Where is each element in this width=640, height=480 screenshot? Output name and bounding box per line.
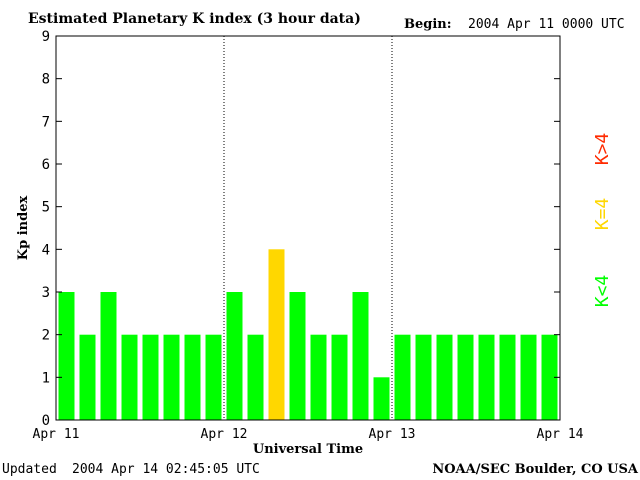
- kp-bar: [289, 292, 306, 420]
- legend-mid: K=4: [592, 198, 613, 231]
- kp-bar: [499, 334, 516, 420]
- kp-bar: [520, 334, 537, 420]
- x-axis-ticks: Apr 11 Apr 12 Apr 13 Apr 14: [33, 427, 584, 442]
- kp-bar: [79, 334, 96, 420]
- kp-bar: [247, 334, 264, 420]
- y-axis-ticks: 0 1 2 3 4 5 6 7 8 9: [42, 29, 560, 429]
- legend-high: K>4: [592, 133, 613, 166]
- kp-bar: [100, 292, 117, 420]
- updated-value: 2004 Apr 14 02:45:05 UTC: [72, 462, 260, 477]
- kp-bar: [331, 334, 348, 420]
- kp-bar: [58, 292, 75, 420]
- y-axis-label: Kp index: [16, 196, 31, 261]
- x-tick-label: Apr 14: [537, 427, 584, 442]
- kp-bar: [541, 334, 558, 420]
- y-tick-label: 3: [42, 285, 50, 301]
- y-tick-label: 1: [42, 370, 50, 386]
- begin-value: 2004 Apr 11 0000 UTC: [468, 17, 625, 32]
- plot-frame: [55, 35, 561, 421]
- bars-group: [58, 249, 558, 420]
- kp-bar: [205, 334, 222, 420]
- chart-title: Estimated Planetary K index (3 hour data…: [28, 11, 361, 27]
- x-tick-label: Apr 11: [33, 427, 80, 442]
- x-tick-label: Apr 13: [369, 427, 416, 442]
- kp-bar: [394, 334, 411, 420]
- day-separators: [223, 36, 393, 420]
- kp-bar: [478, 334, 495, 420]
- x-tick-label: Apr 12: [201, 427, 248, 442]
- y-tick-label: 2: [42, 328, 50, 344]
- kp-bar: [121, 334, 138, 420]
- kp-bar: [457, 334, 474, 420]
- source-text: NOAA/SEC Boulder, CO USA: [432, 462, 639, 477]
- kp-bar: [142, 334, 159, 420]
- y-tick-label: 8: [42, 72, 50, 88]
- legend-low: K<4: [592, 275, 613, 308]
- y-tick-label: 9: [42, 29, 50, 45]
- y-tick-label: 4: [42, 242, 50, 258]
- kp-bar: [163, 334, 180, 420]
- updated-label: Updated: [2, 462, 57, 477]
- x-axis-label: Universal Time: [253, 442, 363, 457]
- kp-bar: [268, 249, 285, 420]
- begin-label: Begin:: [404, 17, 452, 32]
- y-tick-label: 7: [42, 114, 50, 130]
- kp-bar: [184, 334, 201, 420]
- y-tick-label: 6: [42, 157, 50, 173]
- kp-bar: [352, 292, 369, 420]
- kp-bar: [415, 334, 432, 420]
- kp-bar: [310, 334, 327, 420]
- kp-bar: [373, 377, 390, 420]
- kp-bar: [226, 292, 243, 420]
- y-tick-label: 5: [42, 200, 50, 216]
- kp-bar: [436, 334, 453, 420]
- y-tick-label: 0: [42, 413, 50, 429]
